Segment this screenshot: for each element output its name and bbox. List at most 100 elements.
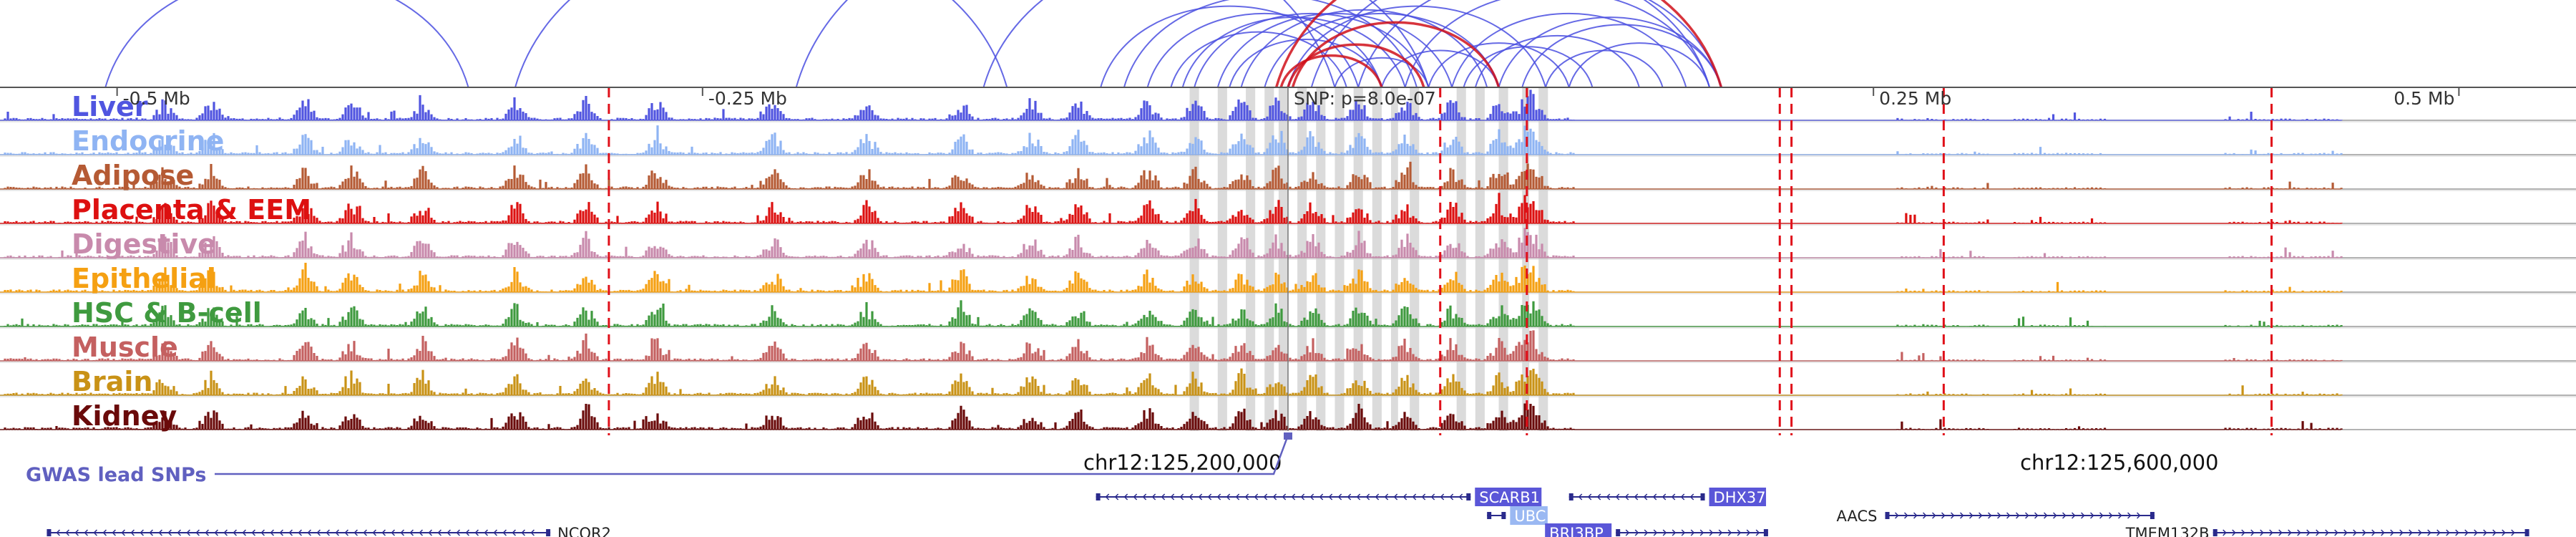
loop-arc <box>1240 9 1488 88</box>
loop-arc <box>1123 0 1418 88</box>
track-signal <box>0 90 2343 121</box>
loop-arc <box>1229 39 1382 88</box>
loop-arc <box>1170 31 1347 88</box>
loop-arc-red <box>1274 0 1723 88</box>
loop-arc <box>1194 12 1430 88</box>
axis-tick-label: -0.5 Mb <box>123 88 190 109</box>
strand-arrows <box>1895 512 2141 519</box>
chromatin-loop-arcs <box>104 0 1723 88</box>
loop-arc <box>1498 16 1722 88</box>
loop-arc <box>1521 24 1722 88</box>
gene-label-box <box>1545 523 1612 537</box>
loop-arc <box>1334 57 1430 88</box>
gene-exon <box>1501 512 1506 519</box>
loop-arc <box>1380 49 1500 88</box>
axis-tick-label: -0.25 Mb <box>708 88 787 109</box>
gene-annotation-track: NCOR2 SCARB1 UBC DHX37 BRI3BP AACS TMEM132B <box>47 488 2529 537</box>
loop-arc <box>1463 46 1594 88</box>
genomic-axis: -0.5 Mb -0.25 Mb 0.25 Mb 0.5 Mb SNP: p=8.0e-… <box>0 87 2576 475</box>
gene-exon <box>2212 529 2218 536</box>
loop-arc <box>1181 16 1406 88</box>
gene-exon <box>1616 529 1621 536</box>
gene-exon <box>1096 493 1101 500</box>
loop-arc <box>982 0 1430 88</box>
gene-label: TMEM132B <box>2125 525 2210 537</box>
variant-dashed-lines <box>608 87 2273 435</box>
track-label: HSC & B-cell <box>72 297 262 329</box>
gene-aacs[interactable]: AACS <box>1837 508 2155 525</box>
gene-label-box <box>1510 506 1548 525</box>
gwas-snp-marker[interactable] <box>1284 432 1292 440</box>
gwas-track-label: GWAS lead SNPs <box>26 464 206 486</box>
gene-exon <box>2524 529 2529 536</box>
gene-label: AACS <box>1837 508 1878 525</box>
loop-arc <box>1146 12 1382 88</box>
loop-arc <box>1357 0 1722 88</box>
gene-label: NCOR2 <box>557 525 611 537</box>
axis-tick-label: 0.25 Mb <box>1879 88 1951 109</box>
loop-arc-red <box>1291 21 1501 88</box>
track-endocrine: Endocrine <box>0 121 2576 157</box>
axis-tick-label: 0.5 Mb <box>2394 88 2454 109</box>
gene-label: SCARB1 <box>1479 489 1540 506</box>
gene-exon <box>1487 512 1492 519</box>
track-signal <box>0 262 2343 293</box>
strand-arrows <box>1625 529 1760 536</box>
track-label: Adipose <box>72 160 194 191</box>
track-signal <box>0 330 2343 362</box>
strand-arrows <box>1578 493 1694 500</box>
gene-scarb1[interactable]: SCARB1 <box>1096 488 1542 506</box>
strand-arrows <box>2223 529 2515 536</box>
track-signal <box>0 193 2343 224</box>
loop-arc <box>1287 5 1546 88</box>
track-signal <box>0 403 2343 430</box>
loop-arc <box>1216 12 1453 88</box>
loop-arc <box>795 0 1336 88</box>
track-label: Endocrine <box>72 125 224 157</box>
track-label: Liver <box>72 91 148 122</box>
track-label: Digestive <box>72 228 216 260</box>
loop-arc <box>1404 0 1711 88</box>
gene-exon <box>546 529 551 536</box>
gene-label: UBC <box>1514 508 1546 525</box>
loop-arc <box>1545 49 1664 88</box>
gene-exon <box>47 529 52 536</box>
track-signal <box>0 300 2343 327</box>
gene-ubc[interactable]: UBC <box>1487 506 1548 525</box>
gwas-lead-snps-track: GWAS lead SNPs <box>26 432 1292 486</box>
loop-arc-red <box>1279 54 1383 88</box>
gene-exon <box>1885 512 1890 519</box>
gene-tmem132b[interactable]: TMEM132B <box>2125 525 2529 537</box>
loop-arc <box>1568 42 1711 88</box>
coordinate-label: chr12:125,600,000 <box>2020 450 2218 475</box>
snp-label: SNP: p=8.0e-07 <box>1294 88 1436 109</box>
gene-bri3bp[interactable]: BRI3BP <box>1545 523 1768 537</box>
loop-arc-red <box>1287 43 1425 88</box>
track-signal <box>0 228 2343 258</box>
gwas-connector <box>215 435 1289 475</box>
strand-arrows <box>56 529 535 536</box>
track-kidney: Kidney <box>0 396 2576 432</box>
gene-label-box <box>1709 488 1767 506</box>
gene-exon <box>1568 493 1574 500</box>
loop-arc <box>1310 0 1711 88</box>
gene-label: BRI3BP <box>1549 525 1604 537</box>
track-signal <box>0 161 2343 190</box>
loop-arc <box>1451 12 1687 88</box>
track-label: Muscle <box>72 332 178 363</box>
gene-dhx37[interactable]: DHX37 <box>1568 488 1767 506</box>
track-signal <box>0 125 2343 155</box>
gene-exon <box>1700 493 1705 500</box>
strand-arrows <box>1105 493 1463 500</box>
coordinate-label: chr12:125,200,000 <box>1083 450 1282 475</box>
track-label: Brain <box>72 366 152 397</box>
gene-label-box <box>1475 488 1542 506</box>
gene-exon <box>2150 512 2155 519</box>
track-label: Placenta & EEM <box>72 194 311 226</box>
gene-ncor2[interactable]: NCOR2 <box>47 525 611 537</box>
gene-label: DHX37 <box>1714 489 1766 506</box>
track-label: Kidney <box>72 400 177 432</box>
track-signal <box>0 368 2343 396</box>
